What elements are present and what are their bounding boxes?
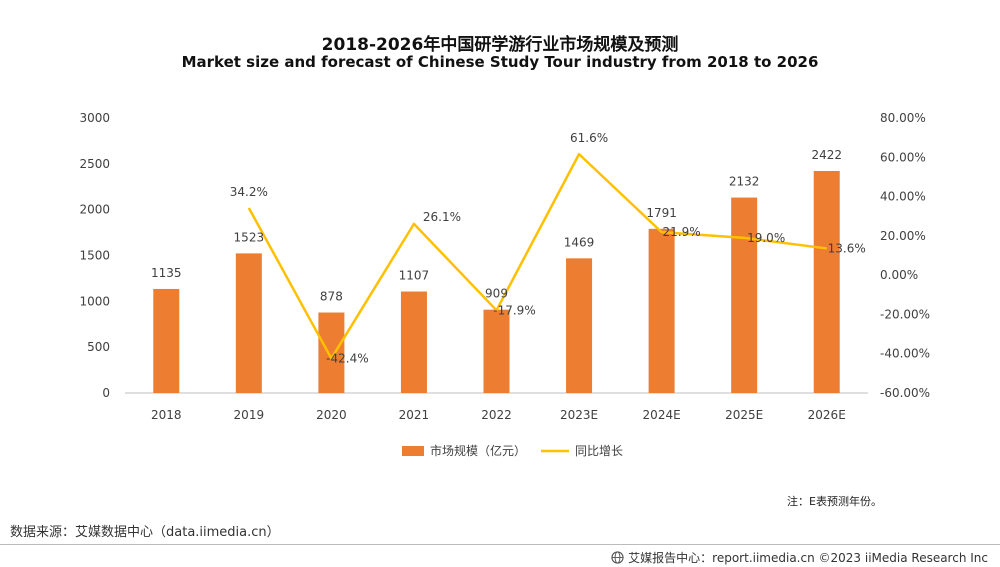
bar-value-label: 2132 [729, 175, 760, 189]
line-value-label: 21.9% [663, 225, 701, 239]
bar [235, 253, 262, 393]
data-source: 数据来源：艾媒数据中心（data.iimedia.cn） [10, 525, 280, 540]
bar-value-label: 909 [485, 287, 508, 301]
x-tick-label: 2024E [643, 408, 681, 422]
chart-title-cn: 2018-2026年中国研学游行业市场规模及预测 [321, 35, 679, 55]
bar [648, 228, 675, 393]
line-value-label: 19.0% [747, 231, 785, 245]
y-left-tick-label: 1000 [79, 294, 110, 308]
line-value-label: 34.2% [230, 185, 268, 199]
y-right-tick-label: -60.00% [880, 386, 930, 400]
y-right-tick-label: -40.00% [880, 347, 930, 361]
line-value-label: 13.6% [828, 241, 866, 255]
line-value-label: 61.6% [570, 131, 608, 145]
y-left-tick-label: 0 [102, 386, 110, 400]
legend-label-line: 同比增长 [575, 444, 623, 458]
bar [566, 258, 593, 393]
x-tick-label: 2019 [234, 408, 265, 422]
legend-label-bar: 市场规模（亿元） [430, 443, 526, 458]
bar [153, 288, 180, 393]
footer-text: 艾媒报告中心：report.iimedia.cn ©2023 iiMedia R… [628, 551, 988, 565]
bar-value-label: 1523 [234, 230, 265, 244]
y-left-tick-label: 2500 [79, 157, 110, 171]
x-tick-label: 2021 [399, 408, 430, 422]
forecast-note: 注：E表预测年份。 [787, 495, 882, 508]
growth-line [247, 152, 827, 360]
x-tick-label: 2025E [725, 408, 763, 422]
y-right-tick-label: 40.00% [880, 190, 926, 204]
legend-swatch-bar [402, 446, 424, 456]
y-left-tick-label: 1500 [79, 249, 110, 263]
y-right-tick-label: 80.00% [880, 111, 926, 125]
y-right-tick-label: -20.00% [880, 307, 930, 321]
footer-divider [0, 544, 1000, 545]
bar [813, 170, 840, 393]
bar-value-label: 1791 [646, 206, 677, 220]
bar [731, 197, 758, 393]
x-tick-label: 2018 [151, 408, 182, 422]
line-value-label: -42.4% [326, 351, 368, 365]
y-left-tick-label: 3000 [79, 111, 110, 125]
chart-title-en: Market size and forecast of Chinese Stud… [181, 53, 819, 71]
globe-icon [611, 551, 624, 564]
y-right-tick-label: 20.00% [880, 229, 926, 243]
footer: 艾媒报告中心：report.iimedia.cn ©2023 iiMedia R… [611, 549, 988, 566]
y-right-tick-label: 60.00% [880, 150, 926, 164]
x-tick-label: 2022 [481, 408, 512, 422]
y-right-tick-label: 0.00% [880, 268, 918, 282]
bar-value-label: 878 [320, 290, 343, 304]
x-tick-label: 2023E [560, 408, 598, 422]
line-value-label: -17.9% [493, 303, 535, 317]
x-tick-label: 2020 [316, 408, 347, 422]
bar-value-label: 2422 [811, 148, 842, 162]
line-value-label: 26.1% [423, 210, 461, 224]
bar [318, 312, 345, 393]
bar-value-label: 1469 [564, 235, 595, 249]
x-tick-label: 2026E [808, 408, 846, 422]
y-left-tick-label: 500 [87, 340, 110, 354]
bar [400, 291, 427, 393]
bar [483, 309, 510, 393]
bar-value-label: 1135 [151, 266, 182, 280]
y-left-tick-label: 2000 [79, 203, 110, 217]
bar-value-label: 1107 [399, 269, 430, 283]
